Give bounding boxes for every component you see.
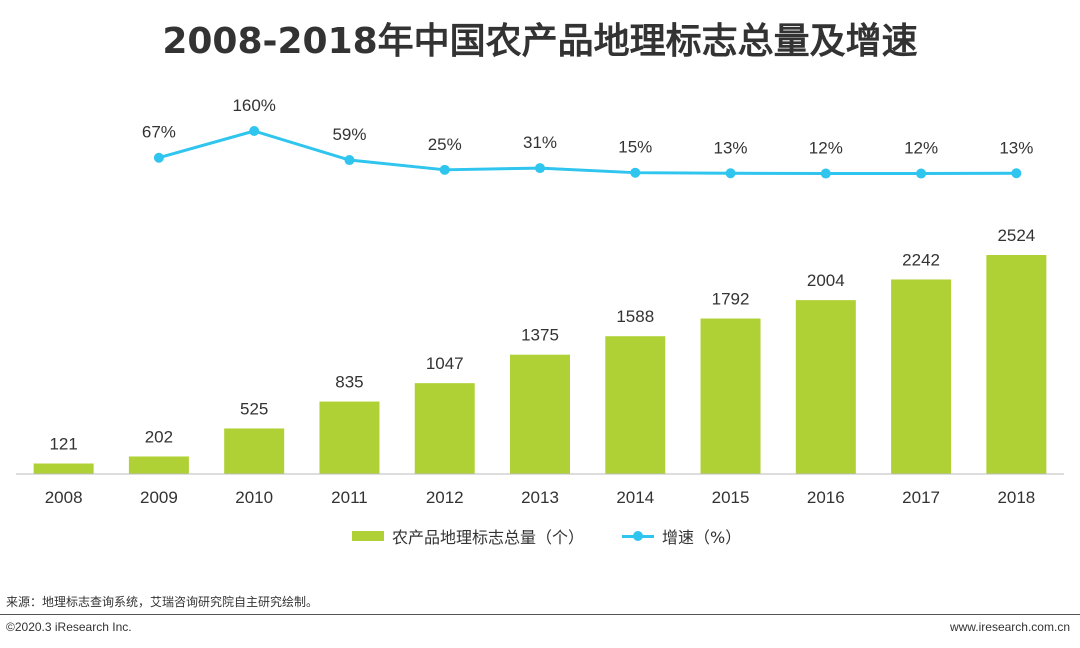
growth-label-2015: 13% <box>714 138 748 157</box>
bar-2010 <box>224 428 285 474</box>
x-tick-label-2017: 2017 <box>902 488 940 507</box>
bar-2018 <box>986 255 1047 474</box>
x-tick-label-2008: 2008 <box>45 488 83 507</box>
x-tick-label-2018: 2018 <box>997 488 1035 507</box>
growth-point-2016 <box>820 168 831 179</box>
chart-title: 2008-2018年中国农产品地理标志总量及增速 <box>162 21 918 62</box>
bar-value-label-2013: 1375 <box>521 326 559 345</box>
bar-2015 <box>700 318 761 474</box>
copyright-text: ©2020.3 iResearch Inc. <box>6 620 132 634</box>
growth-label-2018: 13% <box>999 138 1033 157</box>
legend-item-growth[interactable]: 增速（%） <box>622 524 741 548</box>
x-tick-label-2011: 2011 <box>331 488 368 507</box>
growth-label-2012: 25% <box>428 135 462 154</box>
legend-swatch-line <box>622 530 655 541</box>
x-tick-label-2016: 2016 <box>807 488 845 507</box>
growth-label-2017: 12% <box>904 139 938 158</box>
x-tick-label-2015: 2015 <box>712 488 750 507</box>
source-note: 来源：地理标志查询系统，艾瑞咨询研究院自主研究绘制。 <box>6 595 319 609</box>
growth-label-2010: 160% <box>232 96 275 115</box>
x-tick-label-2014: 2014 <box>616 488 654 507</box>
bar-2012 <box>414 383 475 474</box>
bar-2017 <box>891 279 952 474</box>
legend-swatch-bar <box>352 531 384 541</box>
growth-point-2014 <box>630 167 641 178</box>
x-tick-label-2010: 2010 <box>235 488 273 507</box>
bars-layer <box>33 255 1047 474</box>
footer-divider <box>0 614 1080 615</box>
bar-2008 <box>33 463 94 474</box>
bar-2009 <box>128 456 189 474</box>
bar-value-label-2008: 121 <box>49 435 77 454</box>
x-tick-label-2009: 2009 <box>140 488 178 507</box>
x-tick-label-2013: 2013 <box>521 488 559 507</box>
bar-2013 <box>510 354 570 474</box>
growth-label-2011: 59% <box>332 125 366 144</box>
line-layer <box>153 126 1022 179</box>
growth-line <box>158 129 1017 176</box>
legend-item-total[interactable]: 农产品地理标志总量（个） <box>352 524 584 548</box>
chart-canvas: 121 2008 202 2009 525 2010 835 2011 1047 2012 1375… <box>16 96 1064 507</box>
growth-point-2010 <box>249 126 260 136</box>
bar-value-label-2011: 835 <box>335 373 363 392</box>
bar-value-label-2015: 1792 <box>712 290 750 309</box>
bar-value-label-2012: 1047 <box>426 354 464 373</box>
bar-2014 <box>605 336 666 474</box>
growth-point-2011 <box>344 155 355 166</box>
bar-value-label-2016: 2004 <box>807 271 845 290</box>
x-tick-label-2012: 2012 <box>426 488 464 507</box>
bar-value-label-2017: 2242 <box>902 250 940 269</box>
growth-point-2018 <box>1011 168 1022 179</box>
labels-layer: 121 2008 202 2009 525 2010 835 2011 1047 2012 1375… <box>45 96 1036 507</box>
growth-label-2014: 15% <box>618 138 652 157</box>
bar-2016 <box>795 300 856 474</box>
bar-value-label-2009: 202 <box>145 427 173 446</box>
growth-point-2012 <box>439 164 450 175</box>
growth-label-2009: 67% <box>142 123 176 142</box>
legend-label-total: 农产品地理标志总量（个） <box>392 528 585 547</box>
website-link[interactable]: www.iresearch.com.cn <box>949 620 1070 634</box>
legend: 农产品地理标志总量（个） 增速（%） <box>352 524 779 548</box>
bar-value-label-2014: 1588 <box>616 307 654 326</box>
growth-label-2013: 31% <box>523 133 557 152</box>
growth-point-2017 <box>916 168 927 179</box>
growth-point-2009 <box>153 152 164 163</box>
bar-2011 <box>319 401 380 474</box>
growth-point-2015 <box>725 168 736 179</box>
growth-label-2016: 12% <box>809 139 843 158</box>
growth-point-2013 <box>535 163 545 174</box>
bar-value-label-2018: 2524 <box>997 226 1035 245</box>
bar-value-label-2010: 525 <box>240 399 268 418</box>
legend-label-growth: 增速（%） <box>662 528 742 547</box>
